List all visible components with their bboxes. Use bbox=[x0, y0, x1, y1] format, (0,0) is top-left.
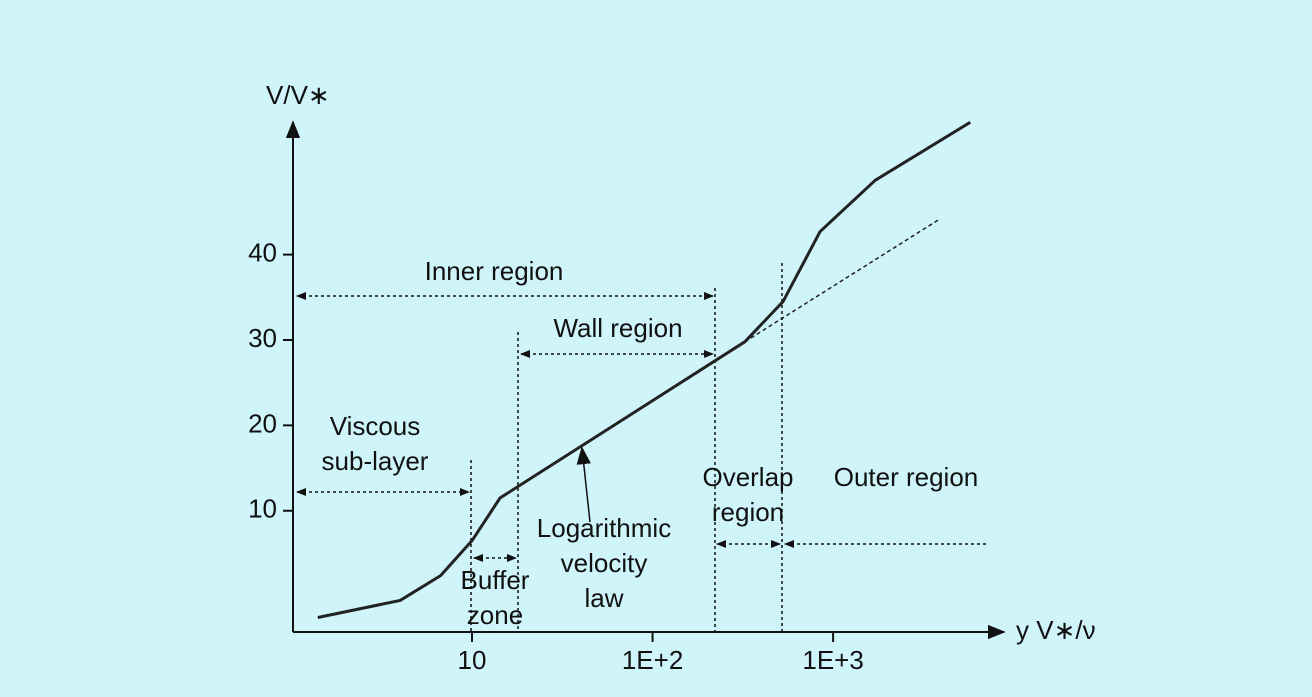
annotation: sub-layer bbox=[322, 446, 429, 476]
annotation: law bbox=[584, 583, 623, 613]
y-axis-label: V/V∗ bbox=[266, 80, 330, 110]
annotation: zone bbox=[467, 600, 523, 630]
x-tick-label: 10 bbox=[458, 645, 487, 675]
pointer-arrow bbox=[576, 446, 591, 523]
annotation: Overlap bbox=[702, 462, 793, 492]
y-tick-label: 10 bbox=[248, 494, 277, 524]
region-guides bbox=[296, 263, 988, 632]
annotation: Wall region bbox=[553, 313, 682, 343]
x-tick-label: 1E+2 bbox=[622, 645, 683, 675]
annotation: Inner region bbox=[425, 256, 564, 286]
axes bbox=[285, 120, 1006, 640]
annotation: Logarithmic bbox=[537, 513, 671, 543]
series-line bbox=[317, 120, 972, 619]
x-tick-label: 1E+3 bbox=[802, 645, 863, 675]
y-tick-label: 20 bbox=[248, 408, 277, 438]
annotation: Viscous bbox=[330, 411, 421, 441]
y-tick-label: 40 bbox=[248, 237, 277, 267]
series-line bbox=[744, 218, 941, 343]
y-tick-label: 30 bbox=[248, 323, 277, 353]
annotation: Outer region bbox=[834, 462, 979, 492]
annotation: region bbox=[712, 497, 784, 527]
annotation: velocity bbox=[561, 548, 648, 578]
x-axis-label: y V∗/ν bbox=[1016, 615, 1096, 645]
annotation: Buffer bbox=[461, 565, 530, 595]
